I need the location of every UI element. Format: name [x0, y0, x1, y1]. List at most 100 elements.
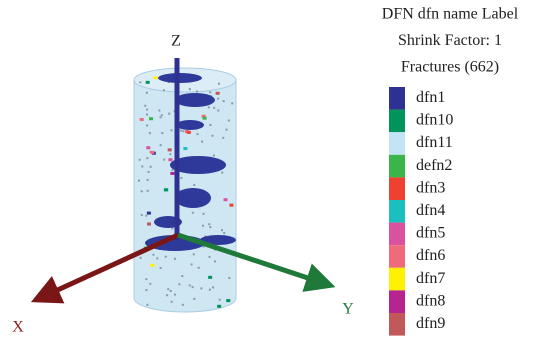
fracture-dot [168, 158, 172, 161]
fracture-dot [141, 190, 143, 192]
fracture-dot [180, 177, 182, 179]
fracture-dot [198, 267, 200, 269]
fracture-dot [192, 286, 194, 288]
fracture-dot [213, 154, 215, 156]
legend-label: dfn11 [416, 134, 453, 151]
fracture-dot [153, 76, 157, 79]
fracture-dot [161, 132, 163, 134]
fracture-dot [221, 229, 223, 231]
legend-swatch [389, 313, 405, 336]
fracture-dot [187, 131, 191, 134]
fracture-dot [145, 289, 147, 291]
fracture-dot [209, 256, 211, 258]
fracture-dot [163, 89, 165, 91]
fracture-dot [226, 299, 230, 302]
fracture-dot [146, 114, 148, 116]
fracture-dot [148, 171, 150, 173]
fracture-dot [182, 130, 184, 132]
fracture-dot [196, 90, 198, 92]
fracture-dot [212, 286, 214, 288]
fracture-dot [208, 106, 210, 108]
fracture-dot [147, 179, 149, 181]
fracture-dot [203, 213, 205, 215]
fracture-dot [163, 159, 165, 161]
fracture-dot [180, 129, 182, 131]
fracture-dot [149, 132, 151, 134]
fracture-dot [178, 283, 180, 285]
legend-swatch [389, 177, 405, 200]
fracture-dot [225, 129, 227, 131]
fracture-dot [144, 105, 146, 107]
fracture-dot [145, 278, 147, 280]
fracture-dot [209, 124, 211, 126]
fracture-dot [146, 124, 148, 126]
fracture-dot [146, 146, 150, 149]
fracture-dot [164, 188, 168, 191]
fracture-dot [138, 180, 140, 182]
y-label: Y [342, 301, 354, 318]
fracture-dot [139, 81, 141, 83]
fracture-dot [223, 232, 225, 234]
fracture-dot [141, 214, 143, 216]
legend-title: Shrink Factor: 1 [398, 32, 502, 49]
legend-label: dfn4 [416, 202, 445, 219]
fracture-dot [146, 304, 148, 306]
fracture-dot [209, 91, 211, 93]
fracture-dot [147, 190, 149, 192]
legend-label: dfn7 [416, 270, 445, 287]
fracture-dot [168, 148, 172, 151]
fracture-dot [149, 283, 151, 285]
legend-label: dfn9 [416, 315, 445, 332]
fracture-dot [214, 260, 216, 262]
legend-label: defn2 [416, 157, 452, 174]
fracture-dot [217, 305, 221, 308]
fracture-dot [183, 147, 187, 150]
fracture-dot [203, 117, 207, 120]
fracture-dot [146, 81, 150, 84]
legend-label: dfn10 [416, 112, 453, 129]
legend-title: Fractures (662) [401, 59, 499, 76]
legend-swatch [389, 87, 405, 110]
fracture-dot [201, 141, 203, 143]
disk [158, 73, 202, 83]
fracture-dot [200, 287, 202, 289]
fracture-dot [211, 135, 213, 137]
fracture-dot [160, 267, 162, 269]
fracture-dot [217, 109, 219, 111]
fracture-dot [152, 254, 154, 256]
fracture-dot [222, 137, 224, 139]
fracture-dot [208, 276, 212, 279]
legend-swatch [389, 245, 405, 268]
fracture-dot [202, 225, 204, 227]
fracture-dot [193, 253, 195, 255]
fracture-dot [141, 165, 143, 167]
legend-swatch [389, 223, 405, 246]
fracture-dot [197, 133, 199, 135]
fracture-dot [140, 257, 142, 259]
fracture-dot [189, 88, 191, 90]
legend-swatch [389, 290, 405, 313]
fracture-dot [193, 298, 195, 300]
disk [175, 93, 215, 107]
disk [176, 120, 204, 130]
fracture-dot [156, 257, 158, 259]
fracture-dot [208, 223, 210, 225]
x-label: X [12, 319, 24, 336]
disk [175, 188, 211, 208]
fracture-dot [219, 299, 221, 301]
legend-swatch [389, 155, 405, 178]
fracture-dot [146, 92, 148, 94]
fracture-dot [168, 113, 170, 115]
legend-title: DFN dfn name Label [382, 6, 519, 23]
fracture-dot [218, 83, 220, 85]
fracture-dot [191, 263, 193, 265]
fracture-dot [193, 184, 195, 186]
fracture-dot [149, 117, 153, 120]
fracture-dot [145, 215, 147, 217]
fracture-dot [224, 198, 228, 201]
fracture-dot [146, 157, 148, 159]
fracture-dot [169, 153, 171, 155]
fracture-dot [170, 129, 172, 131]
fracture-dot [228, 120, 230, 122]
fracture-dot [147, 222, 151, 225]
